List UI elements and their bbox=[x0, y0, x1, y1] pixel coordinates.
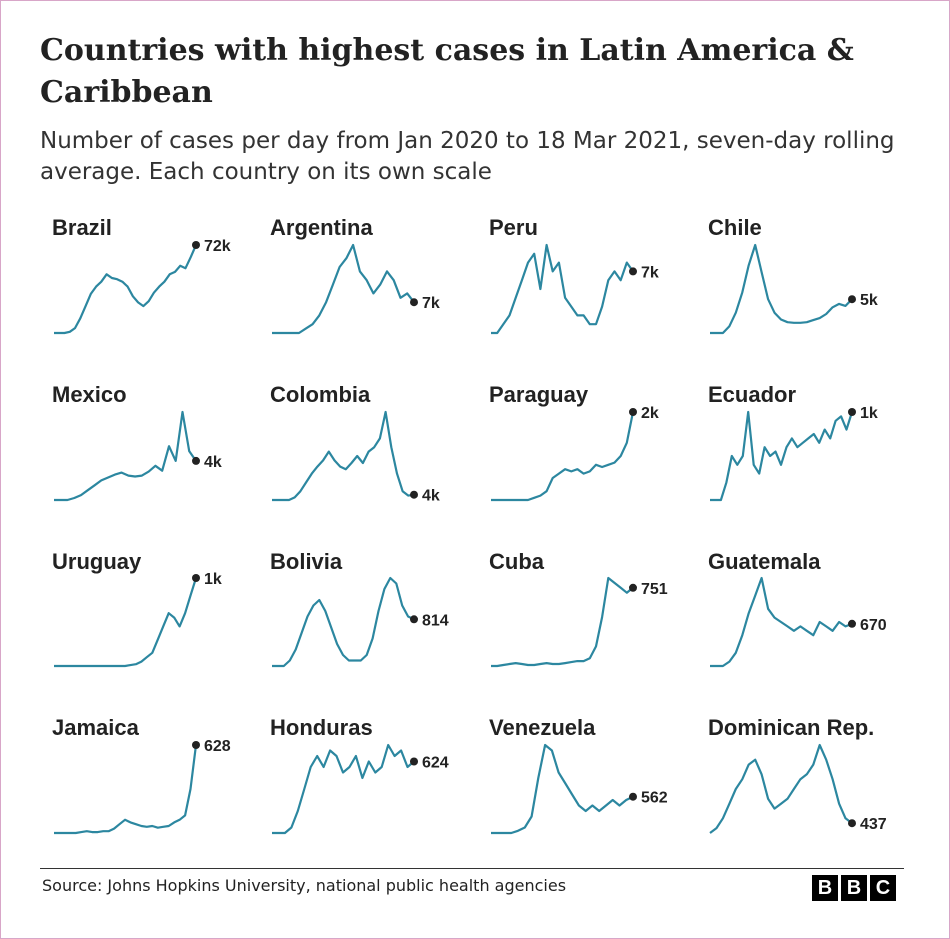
latest-value-label-chile: 5k bbox=[860, 292, 878, 309]
series-line-chile bbox=[710, 243, 853, 335]
latest-value-label-paraguay: 2k bbox=[641, 405, 659, 422]
chart-title: Countries with highest cases in Latin Am… bbox=[40, 33, 854, 110]
series-line-bolivia bbox=[272, 576, 415, 668]
series-line-brazil bbox=[54, 244, 198, 335]
chart-subtitle: Number of cases per day from Jan 2020 to… bbox=[40, 128, 895, 185]
country-label-bolivia: Bolivia bbox=[270, 549, 343, 574]
country-label-venezuela: Venezuela bbox=[489, 715, 596, 740]
bbc-logo-letter: B bbox=[812, 875, 838, 901]
latest-value-label-venezuela: 562 bbox=[641, 790, 668, 807]
panel-mexico: Mexico 4k bbox=[52, 382, 222, 502]
panel-guatemala: Guatemala 670 bbox=[708, 549, 887, 668]
panel-dominican-rep: Dominican Rep. 437 bbox=[708, 715, 887, 834]
latest-value-label-uruguay: 1k bbox=[204, 571, 222, 588]
panel-paraguay: Paraguay 2k bbox=[489, 382, 659, 502]
country-label-jamaica: Jamaica bbox=[52, 715, 140, 740]
series-line-paraguay bbox=[491, 411, 635, 502]
latest-point-argentina bbox=[410, 298, 418, 307]
latest-value-label-colombia: 4k bbox=[422, 488, 440, 505]
latest-point-chile bbox=[848, 295, 856, 304]
series-line-guatemala bbox=[710, 576, 853, 668]
latest-point-dominican-rep bbox=[848, 819, 856, 828]
latest-value-label-dominican-rep: 437 bbox=[860, 816, 887, 833]
country-label-honduras: Honduras bbox=[270, 715, 373, 740]
country-label-brazil: Brazil bbox=[52, 215, 112, 240]
latest-value-label-honduras: 624 bbox=[422, 755, 449, 772]
series-line-dominican-rep bbox=[709, 743, 853, 834]
latest-value-label-mexico: 4k bbox=[204, 454, 222, 471]
series-line-venezuela bbox=[491, 743, 634, 835]
latest-point-mexico bbox=[192, 456, 200, 465]
panel-honduras: Honduras 624 bbox=[270, 715, 449, 835]
panel-argentina: Argentina 7k bbox=[270, 215, 440, 335]
series-line-honduras bbox=[272, 743, 415, 835]
latest-point-ecuador bbox=[848, 408, 856, 416]
series-line-jamaica bbox=[54, 744, 198, 835]
panel-colombia: Colombia 4k bbox=[270, 382, 440, 505]
latest-point-paraguay bbox=[629, 408, 637, 416]
panel-brazil: Brazil 72k bbox=[52, 215, 231, 335]
latest-point-cuba bbox=[629, 583, 637, 592]
latest-value-label-argentina: 7k bbox=[422, 295, 440, 312]
latest-point-honduras bbox=[410, 757, 418, 766]
bbc-logo-letter: C bbox=[870, 875, 896, 901]
country-label-mexico: Mexico bbox=[52, 382, 127, 407]
latest-value-label-bolivia: 814 bbox=[422, 612, 449, 629]
panel-peru: Peru 7k bbox=[489, 215, 659, 335]
panel-cuba: Cuba 751 bbox=[489, 549, 668, 668]
bbc-logo-letter: B bbox=[841, 875, 867, 901]
latest-value-label-jamaica: 628 bbox=[204, 738, 231, 755]
latest-point-brazil bbox=[192, 241, 200, 249]
latest-point-peru bbox=[629, 267, 637, 276]
latest-value-label-cuba: 751 bbox=[641, 581, 668, 598]
country-label-cuba: Cuba bbox=[489, 549, 545, 574]
latest-value-label-guatemala: 670 bbox=[860, 617, 887, 634]
footer-divider bbox=[40, 868, 904, 869]
series-line-colombia bbox=[272, 410, 415, 502]
panel-bolivia: Bolivia 814 bbox=[270, 549, 449, 668]
country-label-guatemala: Guatemala bbox=[708, 549, 821, 574]
country-label-chile: Chile bbox=[708, 215, 762, 240]
latest-point-bolivia bbox=[410, 615, 418, 624]
country-label-paraguay: Paraguay bbox=[489, 382, 589, 407]
country-label-colombia: Colombia bbox=[270, 382, 371, 407]
source-note: Source: Johns Hopkins University, nation… bbox=[42, 876, 567, 895]
series-line-ecuador bbox=[710, 410, 854, 502]
panel-ecuador: Ecuador 1k bbox=[708, 382, 878, 502]
panel-chile: Chile 5k bbox=[708, 215, 878, 335]
country-label-peru: Peru bbox=[489, 215, 538, 240]
country-label-argentina: Argentina bbox=[270, 215, 373, 240]
latest-value-label-peru: 7k bbox=[641, 264, 659, 281]
series-line-peru bbox=[491, 243, 634, 335]
latest-value-label-ecuador: 1k bbox=[860, 405, 878, 422]
country-label-ecuador: Ecuador bbox=[708, 382, 796, 407]
panel-uruguay: Uruguay 1k bbox=[52, 549, 222, 668]
country-label-dominican-rep: Dominican Rep. bbox=[708, 715, 874, 740]
series-line-uruguay bbox=[54, 577, 198, 668]
country-label-uruguay: Uruguay bbox=[52, 549, 142, 574]
latest-value-label-brazil: 72k bbox=[204, 238, 231, 255]
panel-venezuela: Venezuela 562 bbox=[489, 715, 668, 835]
latest-point-venezuela bbox=[629, 792, 637, 801]
latest-point-uruguay bbox=[192, 574, 200, 582]
series-line-argentina bbox=[272, 243, 415, 335]
latest-point-colombia bbox=[410, 490, 418, 499]
series-line-cuba bbox=[491, 576, 634, 668]
panel-jamaica: Jamaica 628 bbox=[52, 715, 231, 835]
series-line-mexico bbox=[54, 410, 197, 502]
bbc-logo: B B C bbox=[812, 875, 896, 901]
latest-point-jamaica bbox=[192, 741, 200, 749]
latest-point-guatemala bbox=[848, 619, 856, 628]
